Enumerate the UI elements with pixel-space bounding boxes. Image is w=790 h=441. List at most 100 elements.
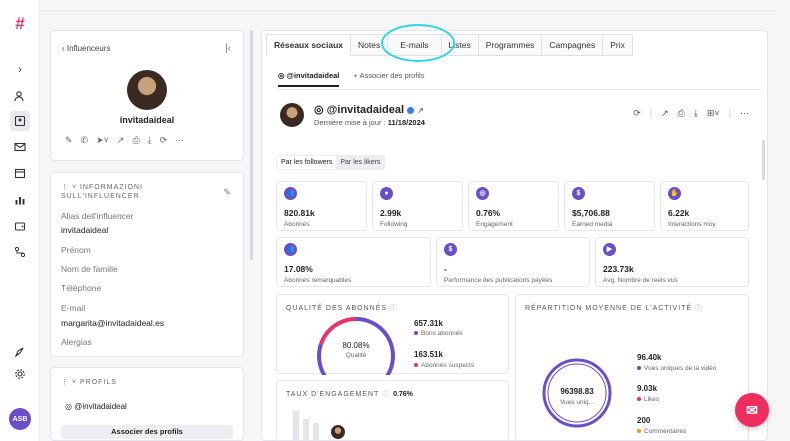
more-icon[interactable]: ⋯ [740, 108, 749, 118]
activity-label: Vues uniques de la vidéo [637, 365, 716, 372]
stat-card: ✋ 6.22k Interactions moy. [660, 181, 749, 231]
field-label: Alias dell'influencer [61, 211, 134, 221]
users-icon[interactable] [10, 86, 30, 106]
edit-icon[interactable]: ✎ [65, 135, 73, 145]
last-update-value: 11/18/2024 [387, 118, 425, 127]
print-icon[interactable]: ⎙ [132, 135, 140, 145]
activity-donut [542, 358, 612, 428]
influencer-profile-card: ‹ Influenceurs |‹ invitadaideal ✎ ✆ ➤˅ ↗… [50, 30, 244, 161]
more-icon[interactable]: ⋯ [175, 135, 185, 145]
chevron-right-icon[interactable]: › [18, 64, 22, 76]
stat-value: 17.08% [284, 264, 313, 274]
calendar-icon[interactable] [10, 163, 30, 183]
stat-label: Interactions moy. [668, 221, 718, 228]
left-rail: # › ASB [0, 0, 40, 441]
bar-chart-icon[interactable] [10, 190, 30, 210]
activity-value: 200 [637, 416, 651, 425]
good-label-text: Bons abonnés [421, 330, 463, 337]
refresh-icon[interactable]: ⟳ [159, 135, 168, 145]
field-value[interactable]: margarita@invitadaideal.es [61, 318, 165, 328]
profiles-section-title[interactable]: ⋮ ˅ PROFILS [61, 379, 117, 386]
influencer-info-card: ⋮ ˅ INFORMAZIONI SULL'INFLUENCER ✎ Alias… [50, 172, 244, 357]
subtab-associate[interactable]: + Associer des profils [353, 71, 425, 80]
stat-value: 2.99k [380, 208, 402, 218]
target-icon: ◎ [476, 187, 489, 200]
tab-programs[interactable]: Programmes [478, 34, 543, 56]
refresh-icon[interactable]: ⟳ [633, 108, 641, 118]
engagement-title-text: TAUX D'ENGAGEMENT [286, 391, 380, 398]
activity-label-text: Vues uniques de la vidéo [644, 365, 717, 372]
external-link-icon[interactable]: ↗ [417, 106, 424, 115]
main-scrollbar[interactable] [762, 140, 765, 180]
subtab-instagram[interactable]: ◎ @invitadaideal [278, 71, 340, 87]
phone-icon[interactable]: ✆ [80, 135, 89, 145]
field-label: Téléphone [61, 283, 102, 293]
info-icon[interactable]: ⓘ [390, 305, 399, 312]
add-to-list-icon[interactable]: ⊞˅ [706, 108, 720, 118]
field-value[interactable]: invitadaideal [61, 225, 109, 235]
wallet-icon[interactable] [10, 216, 30, 236]
stat-label: Earned media [572, 221, 613, 228]
user-avatar[interactable]: ASB [9, 408, 31, 430]
stat-card: ● 2.99k Following [372, 181, 463, 231]
send-icon[interactable]: ➤˅ [96, 135, 109, 145]
info-icon[interactable]: ⓘ [695, 305, 704, 312]
profile-row[interactable]: ◎ @invitadaideal [65, 402, 127, 411]
print-icon[interactable]: ⎙ [677, 108, 685, 118]
top-divider [40, 10, 776, 11]
workflow-icon[interactable] [10, 242, 30, 262]
bad-label-text: Abonnés suspects [421, 362, 475, 369]
hand-icon: ✋ [668, 187, 681, 200]
toolbar-divider: | [649, 108, 653, 118]
chat-support-button[interactable]: ✉ [735, 393, 769, 427]
collapse-panel-icon[interactable]: |‹ [225, 43, 231, 54]
info-section-title[interactable]: ⋮ ˅ INFORMAZIONI SULL'INFLUENCER [61, 184, 143, 200]
stat-label: Following [380, 221, 408, 228]
tab-social[interactable]: Réseaux sociaux [266, 34, 351, 56]
rocket-icon[interactable] [10, 342, 30, 362]
quality-title: QUALITÉ DES ABONNÉS ⓘ [286, 303, 398, 313]
profiles-title-text: PROFILS [79, 379, 117, 386]
activity-label: Commentaires [637, 428, 686, 435]
last-update: Dernière mise à jour : 11/18/2024 [314, 118, 425, 127]
info-icon[interactable]: ⓘ [382, 391, 391, 398]
tab-campaigns[interactable]: Campagnes [542, 34, 604, 56]
segment-likers[interactable]: Par les likers [340, 159, 381, 166]
engagement-bar [293, 411, 299, 440]
header-handle[interactable]: ◎ @invitadaideal ↗ [314, 104, 424, 116]
legend-dot [637, 397, 641, 402]
field-label: Prénom [61, 245, 91, 255]
share-icon[interactable]: ↗ [661, 108, 669, 118]
activity-center-label: Vues uniq... [559, 399, 595, 406]
download-icon[interactable]: ⤓ [147, 135, 152, 145]
edit-info-icon[interactable]: ✎ [223, 187, 231, 197]
contact-card-icon[interactable] [10, 111, 30, 131]
back-link[interactable]: ‹ Influenceurs [62, 44, 111, 53]
download-icon[interactable]: ⤓ [693, 108, 698, 118]
left-scrollbar[interactable] [250, 30, 253, 260]
mail-icon[interactable] [10, 137, 30, 157]
quality-center-value: 80.08% [342, 341, 370, 350]
stat-card: $ $5,706.88 Earned media [564, 181, 655, 231]
good-followers-label: Bons abonnés [414, 330, 463, 337]
segment-followers[interactable]: Par les followers [277, 156, 337, 169]
activity-label: Likes [637, 396, 659, 403]
audience-segment: Par les followers Par les likers [276, 155, 386, 170]
tab-prices[interactable]: Prix [603, 34, 633, 56]
quality-title-text: QUALITÉ DES ABONNÉS [286, 305, 388, 312]
quality-gauge [317, 317, 395, 375]
settings-icon[interactable] [10, 364, 30, 384]
activity-center-value: 96398.83 [560, 387, 594, 396]
suspect-followers-value: 163.51k [414, 350, 443, 359]
share-icon[interactable]: ↗ [116, 135, 125, 145]
header-toolbar: ⟳ | ↗ ⎙ ⤓ ⊞˅ | ⋯ [633, 108, 749, 119]
influencer-avatar [127, 70, 167, 110]
stat-value: - [444, 264, 447, 274]
toolbar-divider: | [728, 108, 731, 118]
legend-dot [414, 331, 418, 336]
associate-profiles-button[interactable]: Associer des profils [61, 425, 233, 439]
stat-card: 👥 17.08% Abonnés remarquables [276, 237, 431, 287]
good-followers-value: 657.31k [414, 319, 443, 328]
brand-logo-icon[interactable]: # [15, 14, 25, 33]
verified-icon [407, 106, 415, 114]
